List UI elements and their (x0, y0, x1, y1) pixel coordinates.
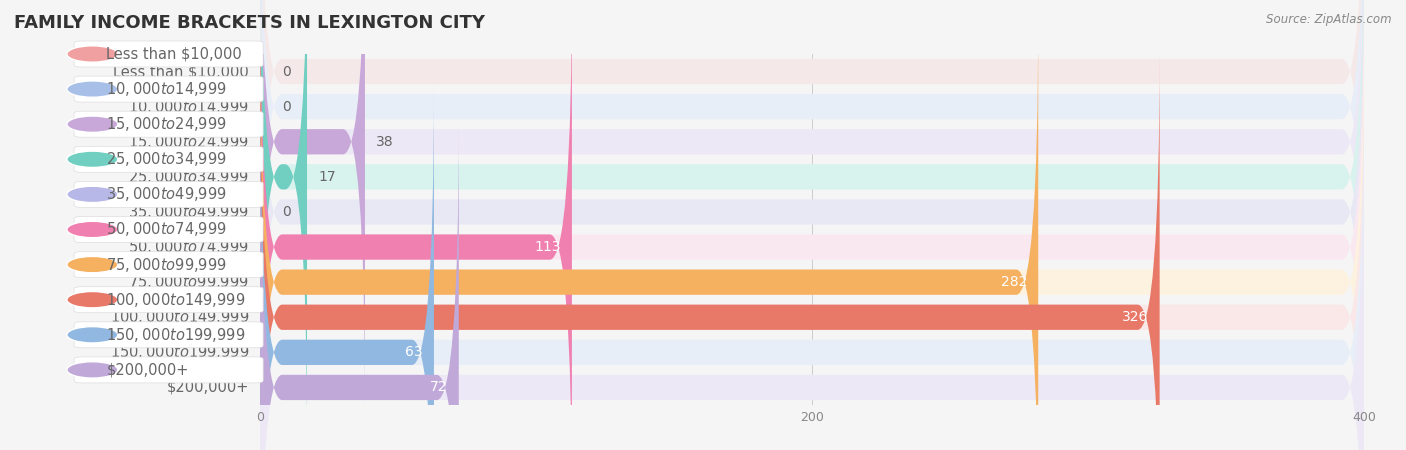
Text: $35,000 to $49,999: $35,000 to $49,999 (107, 185, 228, 203)
Text: $35,000 to $49,999: $35,000 to $49,999 (128, 203, 249, 221)
FancyBboxPatch shape (260, 0, 1364, 410)
Text: $200,000+: $200,000+ (107, 362, 188, 378)
Text: $150,000 to $199,999: $150,000 to $199,999 (110, 343, 249, 361)
Text: $10,000 to $14,999: $10,000 to $14,999 (107, 80, 228, 98)
Text: $75,000 to $99,999: $75,000 to $99,999 (107, 256, 228, 274)
Text: $25,000 to $34,999: $25,000 to $34,999 (128, 168, 249, 186)
Text: FAMILY INCOME BRACKETS IN LEXINGTON CITY: FAMILY INCOME BRACKETS IN LEXINGTON CITY (14, 14, 485, 32)
Text: $100,000 to $149,999: $100,000 to $149,999 (110, 308, 249, 326)
FancyBboxPatch shape (260, 0, 1364, 450)
FancyBboxPatch shape (260, 84, 434, 450)
Text: $50,000 to $74,999: $50,000 to $74,999 (107, 220, 228, 238)
Text: Source: ZipAtlas.com: Source: ZipAtlas.com (1267, 14, 1392, 27)
FancyBboxPatch shape (260, 119, 1364, 450)
FancyBboxPatch shape (260, 119, 458, 450)
Text: $10,000 to $14,999: $10,000 to $14,999 (128, 98, 249, 116)
Text: $15,000 to $24,999: $15,000 to $24,999 (128, 133, 249, 151)
Text: 113: 113 (534, 240, 561, 254)
Text: Less than $10,000: Less than $10,000 (107, 46, 242, 62)
FancyBboxPatch shape (260, 0, 1364, 445)
FancyBboxPatch shape (260, 84, 1364, 450)
Text: $50,000 to $74,999: $50,000 to $74,999 (128, 238, 249, 256)
Text: $25,000 to $34,999: $25,000 to $34,999 (107, 150, 228, 168)
FancyBboxPatch shape (260, 49, 1160, 450)
FancyBboxPatch shape (260, 0, 307, 445)
FancyBboxPatch shape (260, 0, 1364, 450)
Text: $200,000+: $200,000+ (167, 380, 249, 395)
FancyBboxPatch shape (260, 14, 1038, 450)
Text: 17: 17 (318, 170, 336, 184)
FancyBboxPatch shape (260, 14, 1364, 450)
Text: Less than $10,000: Less than $10,000 (114, 64, 249, 79)
FancyBboxPatch shape (260, 0, 366, 410)
Text: 282: 282 (1001, 275, 1028, 289)
Text: 72: 72 (430, 380, 447, 395)
Text: $15,000 to $24,999: $15,000 to $24,999 (107, 115, 228, 133)
Text: $150,000 to $199,999: $150,000 to $199,999 (107, 326, 246, 344)
Text: 326: 326 (1122, 310, 1149, 324)
Text: $100,000 to $149,999: $100,000 to $149,999 (107, 291, 246, 309)
FancyBboxPatch shape (260, 49, 1364, 450)
Text: 63: 63 (405, 345, 423, 360)
FancyBboxPatch shape (260, 0, 1364, 375)
Text: 0: 0 (283, 205, 291, 219)
Text: $75,000 to $99,999: $75,000 to $99,999 (128, 273, 249, 291)
Text: 38: 38 (375, 135, 394, 149)
FancyBboxPatch shape (260, 0, 572, 450)
Text: 0: 0 (283, 64, 291, 79)
Text: 0: 0 (283, 99, 291, 114)
FancyBboxPatch shape (260, 0, 1364, 340)
